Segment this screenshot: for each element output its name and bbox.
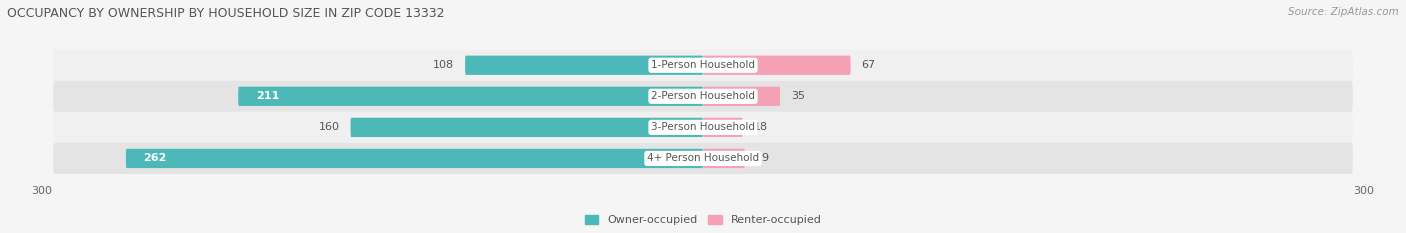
- Text: 211: 211: [256, 91, 280, 101]
- Text: 160: 160: [319, 122, 339, 132]
- FancyBboxPatch shape: [127, 149, 703, 168]
- FancyBboxPatch shape: [703, 118, 742, 137]
- Text: 4+ Person Household: 4+ Person Household: [647, 154, 759, 163]
- Text: 1-Person Household: 1-Person Household: [651, 60, 755, 70]
- FancyBboxPatch shape: [703, 149, 745, 168]
- Text: 67: 67: [862, 60, 876, 70]
- FancyBboxPatch shape: [703, 87, 780, 106]
- Text: Source: ZipAtlas.com: Source: ZipAtlas.com: [1288, 7, 1399, 17]
- FancyBboxPatch shape: [53, 81, 1353, 112]
- FancyBboxPatch shape: [238, 87, 703, 106]
- FancyBboxPatch shape: [53, 50, 1353, 81]
- Text: OCCUPANCY BY OWNERSHIP BY HOUSEHOLD SIZE IN ZIP CODE 13332: OCCUPANCY BY OWNERSHIP BY HOUSEHOLD SIZE…: [7, 7, 444, 20]
- Text: 262: 262: [143, 154, 167, 163]
- Text: 18: 18: [754, 122, 768, 132]
- Legend: Owner-occupied, Renter-occupied: Owner-occupied, Renter-occupied: [585, 215, 821, 225]
- FancyBboxPatch shape: [703, 56, 851, 75]
- Text: 2-Person Household: 2-Person Household: [651, 91, 755, 101]
- Text: 3-Person Household: 3-Person Household: [651, 122, 755, 132]
- FancyBboxPatch shape: [53, 143, 1353, 174]
- Text: 108: 108: [433, 60, 454, 70]
- Text: 19: 19: [756, 154, 770, 163]
- FancyBboxPatch shape: [53, 112, 1353, 143]
- FancyBboxPatch shape: [350, 118, 703, 137]
- FancyBboxPatch shape: [465, 56, 703, 75]
- Text: 35: 35: [792, 91, 806, 101]
